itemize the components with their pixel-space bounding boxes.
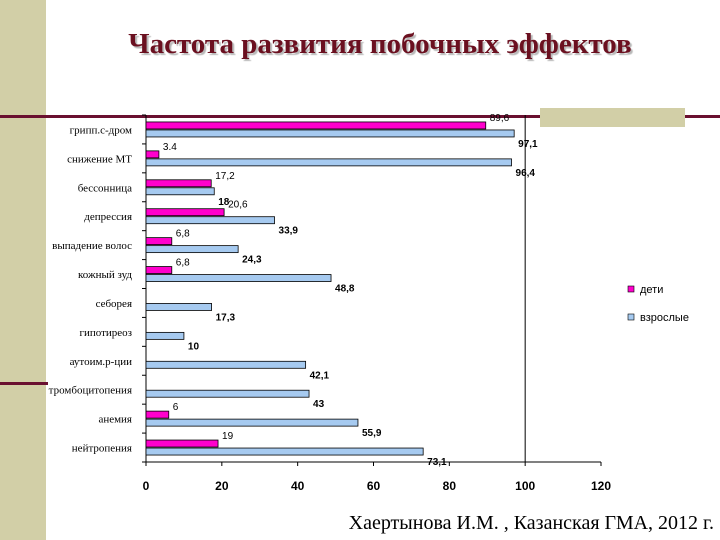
bar-deti: [145, 150, 160, 159]
legend-swatch-vzroslye: [627, 313, 635, 321]
category-label: себорея: [96, 298, 132, 310]
data-label: 97,1: [518, 139, 538, 150]
bar-vzroslye: [145, 274, 332, 282]
category-label: нейтропения: [72, 443, 132, 455]
bar-vzroslye: [145, 389, 310, 398]
data-label: 96,4: [516, 168, 536, 179]
data-label: 17,3: [216, 312, 236, 323]
bar-vzroslye: [145, 158, 512, 167]
data-label: 43: [313, 399, 325, 410]
x-tick-label: 40: [291, 479, 305, 493]
category-label: депрессия: [84, 211, 132, 223]
x-tick-label: 60: [367, 479, 381, 493]
data-label: 17,2: [215, 171, 235, 182]
decorative-side-bar: [0, 0, 46, 540]
x-tick-label: 120: [591, 479, 611, 493]
bar-vzroslye: [145, 245, 239, 254]
data-label: 6: [173, 402, 179, 413]
data-label: 24,3: [242, 255, 262, 266]
bar-vzroslye: [145, 418, 359, 427]
category-label: бессонница: [78, 182, 132, 194]
data-label: 6,8: [176, 229, 190, 240]
bar-deti: [145, 410, 170, 419]
data-label: 18: [218, 197, 230, 208]
data-label: 33,9: [279, 226, 299, 237]
x-tick-label: 100: [515, 479, 535, 493]
x-tick-label: 80: [443, 479, 457, 493]
data-label: 42,1: [310, 370, 330, 381]
legend-label: взрослые: [640, 312, 689, 324]
bar-vzroslye: [145, 447, 424, 456]
bar-deti: [145, 121, 487, 130]
data-label: 55,9: [362, 428, 382, 439]
legend-label: дети: [640, 284, 663, 296]
data-label: 89,6: [490, 113, 510, 124]
bar-vzroslye: [145, 303, 212, 311]
category-label: тромбоцитопения: [49, 385, 132, 397]
bar-vzroslye: [145, 331, 185, 340]
data-label: 6,8: [176, 258, 190, 269]
data-label: 10: [188, 341, 200, 352]
bar-vzroslye: [145, 129, 515, 138]
category-label: снижение МТ: [67, 153, 132, 165]
data-label: 19: [222, 431, 234, 442]
bar-deti: [145, 179, 212, 188]
data-label: 48,8: [335, 284, 355, 295]
bar-deti: [145, 208, 225, 217]
data-label: 73,1: [427, 457, 447, 468]
slide-footer: Хаертынова И.М. , Казанская ГМА, 2012 г.: [348, 512, 714, 534]
x-tick-label: 20: [215, 479, 229, 493]
header-rule: [0, 115, 720, 118]
bar-deti: [145, 237, 173, 246]
bar-vzroslye: [145, 216, 275, 225]
side-rule: [0, 382, 48, 385]
decorative-tab: [540, 108, 685, 127]
category-label: кожный зуд: [78, 269, 132, 281]
bar-deti: [145, 266, 173, 274]
data-label: 20,6: [228, 200, 248, 211]
category-label: гипотиреоз: [79, 327, 132, 339]
x-tick-label: 0: [143, 479, 150, 493]
data-label: 3.4: [163, 142, 177, 153]
bar-vzroslye: [145, 187, 215, 196]
category-label: грипп.с-дром: [70, 124, 132, 136]
bar-deti: [145, 439, 219, 448]
slide-title: Частота развития побочных эффектов: [128, 28, 632, 60]
bar-vzroslye: [145, 360, 307, 369]
category-label: выпадение волос: [52, 240, 132, 252]
category-label: анемия: [98, 414, 132, 426]
category-label: аутоим.р-ции: [70, 356, 133, 368]
legend-swatch-deti: [627, 285, 635, 293]
